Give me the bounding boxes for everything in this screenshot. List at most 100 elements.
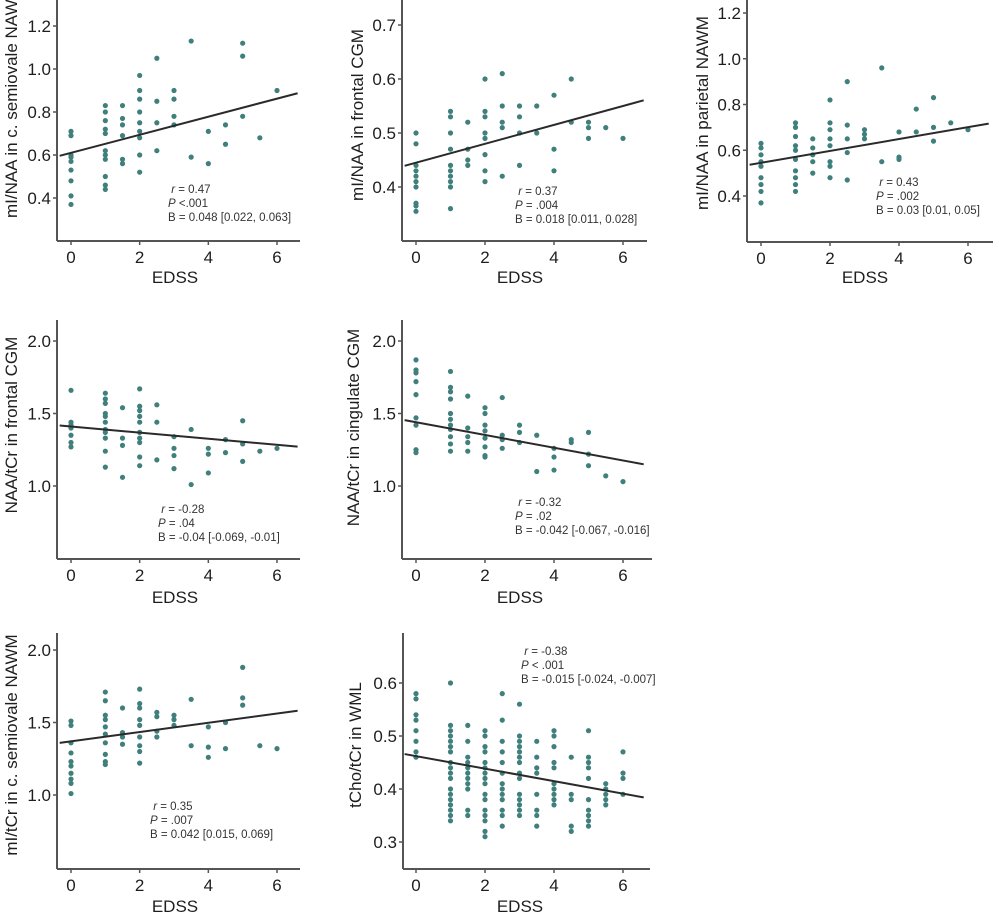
x-axis-label: EDSS: [496, 897, 544, 916]
stat-b: B = 0.048 [0.022, 0.063]: [168, 212, 292, 224]
data-point: [102, 186, 108, 192]
y-tick-label: 0.4: [717, 187, 741, 206]
data-point: [810, 145, 816, 151]
data-point: [482, 797, 488, 803]
data-point: [482, 770, 488, 776]
data-point: [137, 435, 143, 441]
data-point: [499, 781, 505, 787]
data-point: [482, 422, 488, 428]
x-tick-label: 2: [135, 248, 144, 267]
y-tick-label: 0.4: [373, 780, 397, 799]
data-point: [879, 159, 885, 165]
x-tick-label: 6: [618, 876, 627, 895]
data-point: [102, 130, 108, 137]
y-tick-label: 1.5: [27, 405, 51, 424]
data-point: [68, 387, 74, 393]
data-point: [137, 686, 143, 692]
data-point: [499, 797, 505, 803]
data-point: [516, 791, 523, 797]
data-point: [257, 448, 263, 454]
data-point: [551, 797, 557, 803]
data-point: [585, 818, 592, 824]
stat-b: B = 0.018 [0.011, 0.028]: [515, 214, 638, 226]
data-point: [137, 72, 143, 79]
y-tick-label: 1.5: [372, 405, 396, 424]
data-point: [68, 432, 74, 438]
data-point: [102, 118, 108, 124]
data-point: [913, 129, 919, 135]
data-point: [499, 812, 505, 819]
data-point: [413, 696, 419, 702]
data-point: [68, 790, 74, 797]
data-point: [465, 439, 471, 446]
stat-r: r = -0.32: [518, 497, 562, 509]
data-point: [240, 53, 246, 59]
data-point: [274, 87, 280, 94]
data-point: [568, 823, 574, 829]
data-point: [465, 812, 471, 819]
stat-r: r = 0.35: [153, 801, 193, 813]
data-point: [222, 450, 229, 456]
data-point: [551, 454, 557, 460]
data-point: [758, 140, 764, 146]
data-point: [257, 743, 263, 749]
data-point: [188, 696, 194, 702]
data-point: [447, 791, 454, 797]
data-point: [102, 148, 108, 154]
data-point: [447, 770, 454, 776]
data-point: [620, 479, 626, 485]
x-tick-label: 4: [204, 876, 213, 895]
data-point: [792, 181, 799, 188]
data-point: [102, 173, 108, 180]
x-tick-label: 2: [135, 566, 144, 585]
data-point: [516, 738, 523, 744]
data-point: [810, 170, 816, 176]
data-point: [137, 463, 143, 469]
data-point: [516, 749, 523, 755]
data-point: [68, 780, 74, 787]
stat-b: B = -0.015 [-0.024, -0.007]: [521, 674, 656, 686]
data-point: [948, 120, 954, 126]
data-point: [119, 741, 126, 747]
data-point: [102, 712, 108, 718]
regression-line: [59, 424, 298, 448]
data-point: [171, 466, 177, 472]
x-axis-label: EDSS: [841, 268, 889, 287]
data-point: [68, 133, 74, 139]
data-point: [482, 168, 488, 174]
data-point: [551, 733, 557, 739]
x-tick-label: 0: [66, 876, 75, 895]
data-point: [154, 55, 160, 61]
data-point: [240, 418, 246, 424]
y-tick-label: 0.6: [372, 70, 396, 89]
data-point: [102, 724, 108, 730]
data-point: [240, 40, 246, 46]
data-point: [188, 426, 194, 433]
data-point: [137, 96, 143, 102]
data-point: [482, 405, 488, 411]
data-point: [68, 759, 74, 765]
data-point: [516, 812, 523, 819]
data-point: [551, 759, 557, 766]
data-point: [447, 775, 454, 782]
x-tick-label: 0: [66, 248, 75, 267]
data-point: [499, 103, 505, 109]
data-point: [499, 786, 505, 792]
data-point: [68, 776, 74, 782]
data-point: [465, 786, 471, 792]
data-point: [413, 379, 419, 385]
y-tick-label: 0.5: [373, 727, 397, 746]
y-tick-label: 0.4: [27, 189, 51, 208]
data-point: [516, 429, 523, 435]
plot-svg: 0 2 4 6 0.4 0.6 0.8 1.0 1.2: [717, 0, 993, 268]
data-point: [482, 812, 488, 819]
regression-line: [749, 122, 989, 166]
data-point: [482, 444, 488, 450]
data-point: [482, 728, 488, 734]
x-tick-label: 4: [549, 248, 558, 267]
data-point: [447, 448, 454, 454]
data-point: [240, 702, 246, 708]
data-point: [447, 738, 454, 744]
stats-annotation: r = -0.32 P = .02 B = -0.042 [-0.067, -0…: [515, 496, 650, 538]
data-point: [896, 129, 902, 135]
